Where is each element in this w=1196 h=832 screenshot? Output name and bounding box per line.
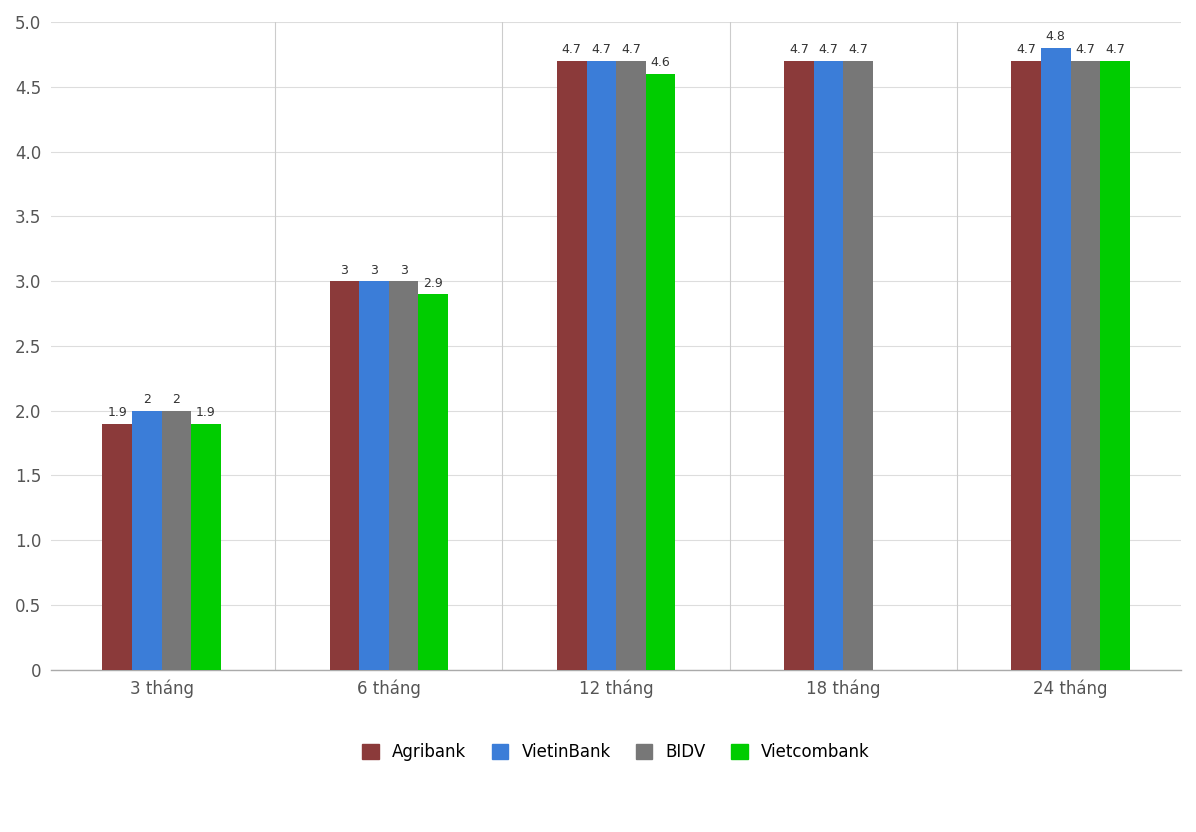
Bar (1070, 61, 1100, 670)
Text: 2: 2 (142, 393, 151, 406)
Bar (132, 411, 161, 670)
Bar (330, 281, 359, 670)
Text: 3: 3 (399, 264, 408, 276)
Bar (843, 61, 873, 670)
Text: 4.7: 4.7 (789, 43, 808, 57)
Bar (616, 61, 646, 670)
Legend: Agribank, VietinBank, BIDV, Vietcombank: Agribank, VietinBank, BIDV, Vietcombank (355, 736, 877, 768)
Text: 4.7: 4.7 (591, 43, 611, 57)
Text: 4.7: 4.7 (1075, 43, 1096, 57)
Text: 4.7: 4.7 (1105, 43, 1124, 57)
Bar (646, 74, 675, 670)
Bar (1100, 61, 1130, 670)
Bar (557, 61, 586, 670)
Bar (191, 423, 220, 670)
Bar (785, 61, 813, 670)
Bar (103, 423, 132, 670)
Text: 3: 3 (370, 264, 378, 276)
Text: 1.9: 1.9 (108, 406, 127, 419)
Text: 4.7: 4.7 (621, 43, 641, 57)
Text: 4.7: 4.7 (818, 43, 838, 57)
Text: 4.8: 4.8 (1045, 31, 1066, 43)
Bar (1012, 61, 1041, 670)
Text: 2: 2 (172, 393, 181, 406)
Bar (1041, 48, 1070, 670)
Text: 2.9: 2.9 (423, 276, 443, 290)
Bar (813, 61, 843, 670)
Bar (161, 411, 191, 670)
Text: 4.7: 4.7 (848, 43, 868, 57)
Bar (419, 294, 447, 670)
Bar (359, 281, 389, 670)
Text: 3: 3 (341, 264, 348, 276)
Text: 1.9: 1.9 (196, 406, 215, 419)
Text: 4.7: 4.7 (1017, 43, 1036, 57)
Bar (389, 281, 419, 670)
Text: 4.6: 4.6 (651, 57, 670, 69)
Text: 4.7: 4.7 (562, 43, 581, 57)
Bar (586, 61, 616, 670)
